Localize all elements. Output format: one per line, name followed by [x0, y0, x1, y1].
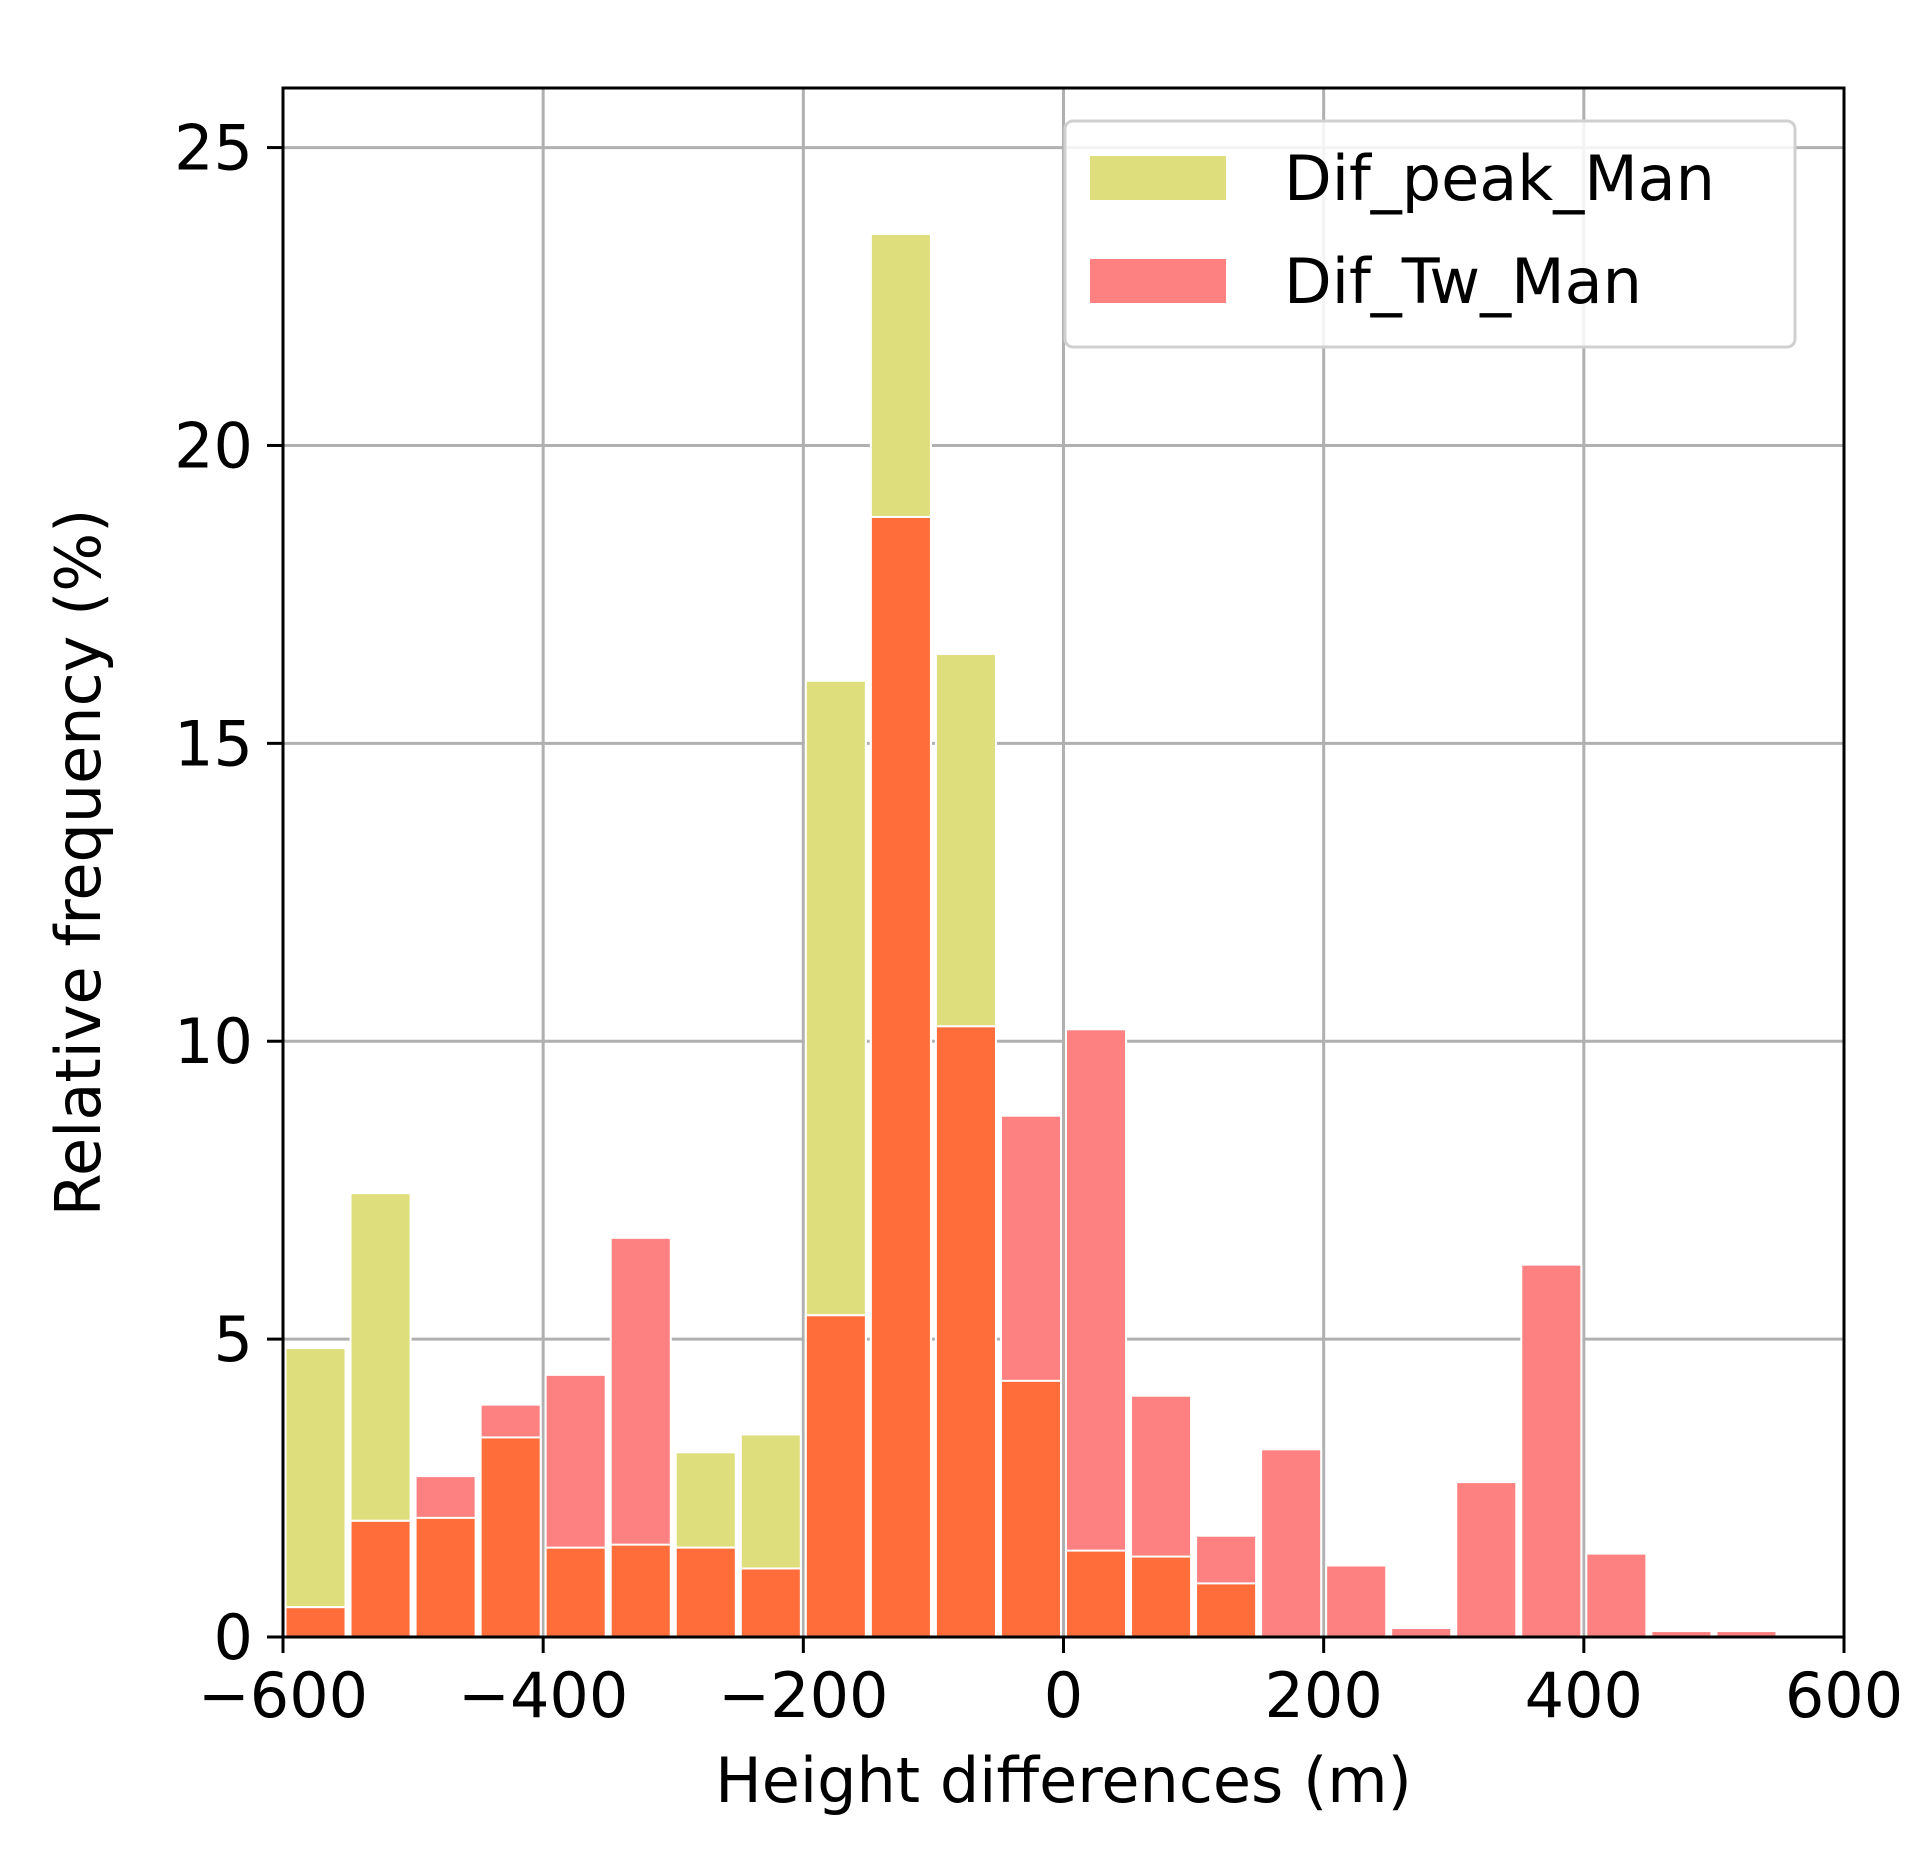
x-axis-label: Height differences (m) — [715, 1744, 1412, 1817]
bar-overlap — [609, 1543, 672, 1638]
y-tick-label: 10 — [174, 1005, 253, 1078]
x-tick-label: −200 — [718, 1659, 888, 1732]
bar-overlap — [479, 1436, 542, 1639]
y-tick-label: 0 — [214, 1601, 253, 1674]
legend-swatch-dif-peak-man — [1090, 156, 1226, 200]
bar-overlap — [284, 1606, 347, 1639]
bar-overlap — [739, 1567, 802, 1639]
x-tick-label: 600 — [1785, 1659, 1903, 1732]
bar-dif-tw-man — [1520, 1263, 1583, 1639]
y-tick-label: 20 — [174, 409, 253, 482]
legend-label-dif-peak-man: Dif_peak_Man — [1284, 142, 1715, 215]
bar-dif-tw-man — [1325, 1564, 1388, 1638]
bar-overlap — [349, 1519, 412, 1638]
legend-label-dif-tw-man: Dif_Tw_Man — [1284, 245, 1642, 318]
y-axis-label: Relative frequency (%) — [42, 509, 115, 1217]
bar-overlap — [544, 1546, 607, 1639]
bar-overlap — [1130, 1555, 1193, 1639]
x-tick-label: 0 — [1044, 1659, 1083, 1732]
bar-dif-tw-man — [1065, 1028, 1128, 1639]
bar-overlap — [934, 1025, 997, 1638]
bar-overlap — [1065, 1549, 1128, 1638]
bar-overlap — [999, 1379, 1062, 1638]
legend-swatch-dif-tw-man — [1090, 259, 1226, 303]
bar-dif-peak-man — [284, 1347, 347, 1638]
bar-dif-tw-man — [1260, 1448, 1323, 1638]
bar-overlap — [869, 515, 932, 1638]
bar-dif-tw-man — [1585, 1552, 1648, 1638]
axis-ticks: −600 −400 −200 0 200 400 600 0 5 10 15 20 25 — [174, 112, 1903, 1732]
bar-dif-tw-man — [1455, 1481, 1518, 1638]
x-tick-label: −400 — [458, 1659, 628, 1732]
bar-overlap — [414, 1516, 477, 1639]
legend: Dif_peak_Man Dif_Tw_Man — [1063, 119, 1797, 349]
x-tick-label: 200 — [1264, 1659, 1382, 1732]
y-tick-label: 15 — [174, 707, 253, 780]
bar-overlap — [674, 1546, 737, 1639]
y-tick-label: 5 — [214, 1303, 253, 1376]
x-tick-label: 400 — [1525, 1659, 1643, 1732]
legend-box — [1063, 119, 1797, 349]
x-tick-label: −600 — [198, 1659, 368, 1732]
bar-overlap — [804, 1314, 867, 1639]
bar-overlap — [1195, 1582, 1258, 1638]
y-tick-label: 25 — [174, 112, 253, 185]
histogram-bars — [284, 232, 1778, 1639]
